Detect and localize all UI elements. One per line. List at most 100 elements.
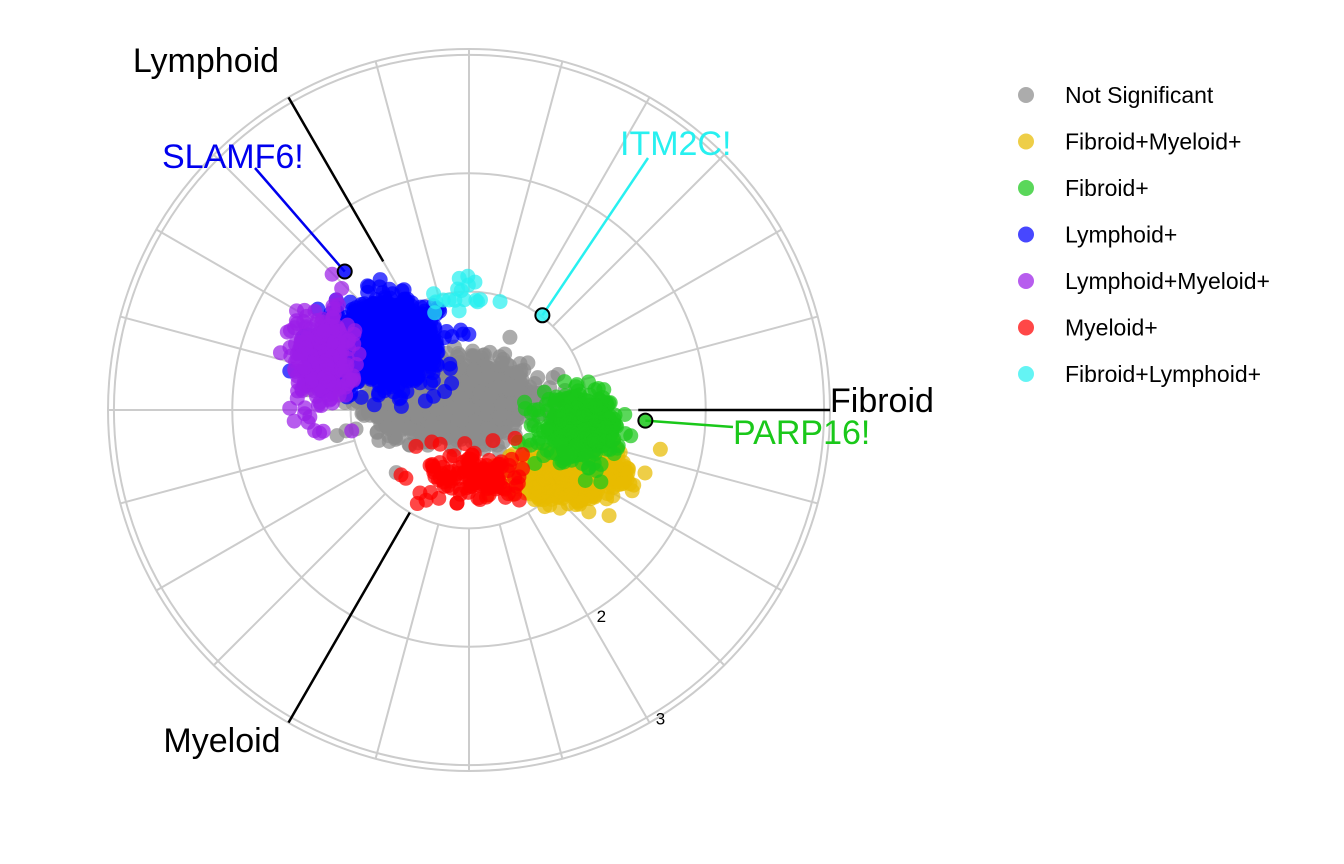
point-Lymphoid+Myeloid+ [304, 370, 320, 386]
point-Lymphoid+ [461, 326, 477, 342]
point-Fibroid+Myeloid+ [613, 476, 629, 492]
point-Fibroid+Myeloid+ [537, 470, 553, 486]
point-Not Significant [502, 329, 518, 345]
point-Fibroid+Myeloid+ [599, 491, 615, 507]
point-Lymphoid+Myeloid+ [334, 280, 350, 296]
legend-key [1018, 87, 1034, 103]
point-Fibroid+Myeloid+ [537, 499, 553, 515]
point-Myeloid+ [460, 462, 476, 478]
grid-spoke [571, 228, 783, 352]
grid-spoke [155, 468, 367, 592]
gene-connector [645, 419, 734, 429]
legend-label: Fibroid+Myeloid+ [1065, 129, 1241, 155]
point-Lymphoid+Myeloid+ [293, 348, 309, 364]
point-Myeloid+ [426, 461, 442, 477]
point-Not Significant [482, 344, 498, 360]
point-Lymphoid+Myeloid+ [345, 368, 361, 384]
point-Not Significant [450, 387, 466, 403]
point-Myeloid+ [481, 462, 497, 478]
point-Lymphoid+ [425, 373, 441, 389]
point-Lymphoid+Myeloid+ [324, 266, 340, 282]
point-Myeloid+ [431, 490, 447, 506]
point-Myeloid+ [449, 495, 465, 511]
point-Fibroid+Myeloid+ [652, 441, 668, 457]
point-Lymphoid+ [436, 330, 452, 346]
point-Lymphoid+Myeloid+ [290, 375, 306, 391]
point-Not Significant [428, 400, 444, 416]
point-Fibroid+ [588, 398, 604, 414]
point-Lymphoid+ [388, 306, 404, 322]
legend-label: Lymphoid+Myeloid+ [1065, 268, 1270, 294]
point-Fibroid+Lymphoid+ [427, 305, 443, 321]
point-Fibroid+ [598, 420, 614, 436]
point-Fibroid+Lymphoid+ [447, 292, 463, 308]
point-Fibroid+ [517, 401, 533, 417]
point-Fibroid+Myeloid+ [551, 488, 567, 504]
point-Fibroid+Lymphoid+ [450, 281, 466, 297]
legend-key [1018, 226, 1034, 243]
point-Lymphoid+Myeloid+ [282, 400, 298, 416]
point-Lymphoid+Myeloid+ [344, 423, 360, 439]
grid-spoke [374, 524, 440, 759]
point-Lymphoid+ [370, 352, 386, 368]
radial-tick-label: 3 [656, 709, 665, 728]
point-Fibroid+Myeloid+ [601, 508, 617, 524]
point-Myeloid+ [460, 484, 476, 500]
point-Myeloid+ [507, 430, 523, 446]
grid-spoke [583, 315, 818, 381]
point-Lymphoid+ [372, 272, 388, 288]
point-Not Significant [480, 368, 496, 384]
point-Lymphoid+ [381, 281, 397, 297]
point-Lymphoid+Myeloid+ [319, 358, 335, 374]
point-Lymphoid+Myeloid+ [310, 397, 326, 413]
gene-marker [534, 307, 551, 324]
point-Lymphoid+Myeloid+ [317, 369, 333, 385]
legend-key [1018, 133, 1034, 150]
point-Lymphoid+ [361, 279, 377, 295]
legend-key [1018, 273, 1034, 289]
point-Fibroid+ [575, 423, 591, 439]
point-Lymphoid+ [442, 361, 458, 377]
point-Lymphoid+ [411, 317, 427, 333]
axis-line-myeloid [287, 511, 411, 724]
point-Myeloid+ [485, 433, 501, 449]
point-Lymphoid+ [353, 389, 369, 405]
point-Myeloid+ [508, 478, 524, 494]
point-Fibroid+Myeloid+ [620, 465, 636, 481]
point-Fibroid+ [574, 455, 590, 471]
point-Fibroid+ [586, 433, 602, 449]
point-Myeloid+ [398, 470, 414, 486]
point-Fibroid+Myeloid+ [563, 485, 579, 501]
point-Not Significant [530, 370, 546, 386]
point-Fibroid+Lymphoid+ [492, 294, 508, 310]
point-Fibroid+Myeloid+ [578, 488, 594, 504]
point-Lymphoid+Myeloid+ [325, 309, 341, 325]
legend-label: Lymphoid+ [1065, 222, 1177, 248]
point-Fibroid+Lymphoid+ [472, 292, 488, 308]
point-Myeloid+ [432, 436, 448, 452]
point-Fibroid+ [568, 437, 584, 453]
point-Myeloid+ [457, 436, 473, 452]
point-Fibroid+ [575, 407, 591, 423]
point-Fibroid+ [577, 473, 593, 489]
point-Not Significant [514, 372, 530, 388]
point-Fibroid+ [557, 374, 573, 390]
point-Fibroid+ [540, 419, 556, 435]
point-Lymphoid+Myeloid+ [346, 336, 362, 352]
point-Lymphoid+ [399, 384, 415, 400]
point-Lymphoid+ [370, 309, 386, 325]
gene-label: PARP16! [733, 414, 870, 452]
point-Fibroid+ [593, 456, 609, 472]
point-Lymphoid+ [404, 353, 420, 369]
point-Not Significant [424, 417, 440, 433]
point-Lymphoid+Myeloid+ [339, 317, 355, 333]
grid-spoke [527, 512, 651, 724]
point-Not Significant [390, 430, 406, 446]
legend-label: Fibroid+Lymphoid+ [1065, 361, 1261, 387]
point-Lymphoid+Myeloid+ [312, 425, 328, 441]
legend-label: Not Significant [1065, 82, 1214, 108]
radial-tick-label: 2 [597, 607, 606, 626]
point-Not Significant [370, 408, 386, 424]
point-Not Significant [464, 422, 480, 438]
